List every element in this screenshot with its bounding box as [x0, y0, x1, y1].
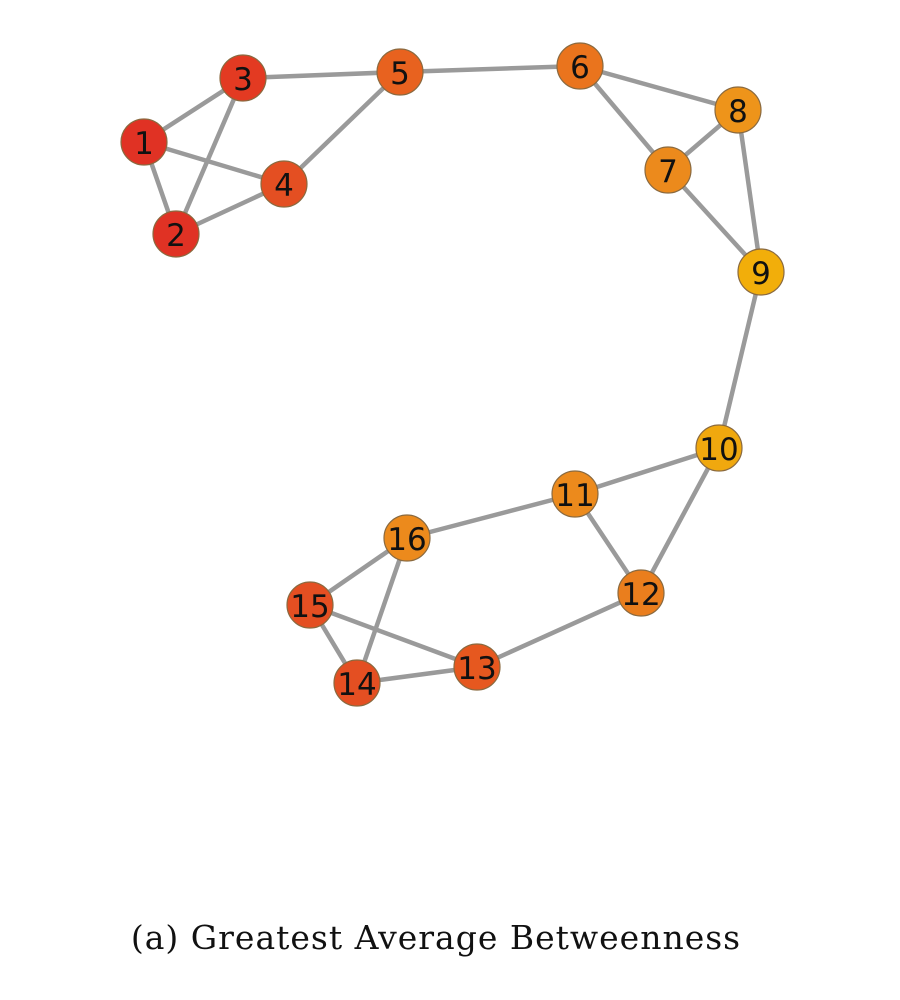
node-circle-3 [219, 54, 267, 102]
node-14: 14 [333, 659, 381, 707]
edge-10-11 [572, 445, 722, 497]
node-label-14: 14 [337, 667, 376, 703]
node-circle-5 [376, 48, 424, 96]
node-circle-8 [714, 86, 762, 134]
node-circle-15 [286, 581, 334, 629]
node-12: 12 [617, 569, 665, 617]
edge-9-10 [716, 269, 764, 451]
node-15: 15 [286, 581, 334, 629]
node-2: 2 [152, 210, 200, 258]
node-label-12: 12 [621, 577, 660, 613]
edge-14-16 [354, 535, 410, 686]
node-13: 13 [453, 643, 501, 691]
edge-11-16 [404, 491, 578, 541]
edge-12-13 [474, 590, 644, 670]
node-label-11: 11 [555, 478, 594, 514]
node-label-9: 9 [751, 256, 771, 292]
node-label-5: 5 [390, 56, 410, 92]
node-circle-16 [383, 514, 431, 562]
edge-3-5 [240, 69, 403, 81]
node-label-10: 10 [699, 432, 738, 468]
node-circle-14 [333, 659, 381, 707]
node-10: 10 [695, 424, 743, 472]
node-circle-2 [152, 210, 200, 258]
node-circle-12 [617, 569, 665, 617]
node-circle-7 [644, 146, 692, 194]
edge-4-5 [281, 69, 403, 187]
node-9: 9 [737, 248, 785, 296]
node-circle-13 [453, 643, 501, 691]
edge-5-6 [397, 63, 583, 75]
node-6: 6 [556, 42, 604, 90]
node-label-15: 15 [290, 589, 329, 625]
node-label-13: 13 [457, 651, 496, 687]
edge-10-12 [638, 445, 722, 596]
edge-6-8 [577, 63, 741, 113]
node-circle-10 [695, 424, 743, 472]
node-1: 1 [120, 118, 168, 166]
edge-2-3 [173, 75, 246, 237]
node-circle-9 [737, 248, 785, 296]
edge-8-9 [735, 107, 764, 275]
node-8: 8 [714, 86, 762, 134]
node-5: 5 [376, 48, 424, 96]
node-label-8: 8 [728, 94, 748, 130]
edge-13-15 [307, 602, 480, 670]
node-circle-6 [556, 42, 604, 90]
node-16: 16 [383, 514, 431, 562]
edge-1-4 [141, 139, 287, 187]
node-3: 3 [219, 54, 267, 102]
node-circle-4 [260, 160, 308, 208]
node-11: 11 [551, 470, 599, 518]
node-7: 7 [644, 146, 692, 194]
node-label-2: 2 [166, 218, 186, 254]
figure-caption: (a) Greatest Average Betweenness [130, 918, 742, 957]
node-circle-11 [551, 470, 599, 518]
node-label-16: 16 [387, 522, 426, 558]
node-label-4: 4 [274, 168, 294, 204]
node-label-7: 7 [658, 154, 678, 190]
node-4: 4 [260, 160, 308, 208]
node-circle-1 [120, 118, 168, 166]
node-label-1: 1 [134, 126, 154, 162]
node-label-6: 6 [570, 50, 590, 86]
node-label-3: 3 [233, 62, 253, 98]
